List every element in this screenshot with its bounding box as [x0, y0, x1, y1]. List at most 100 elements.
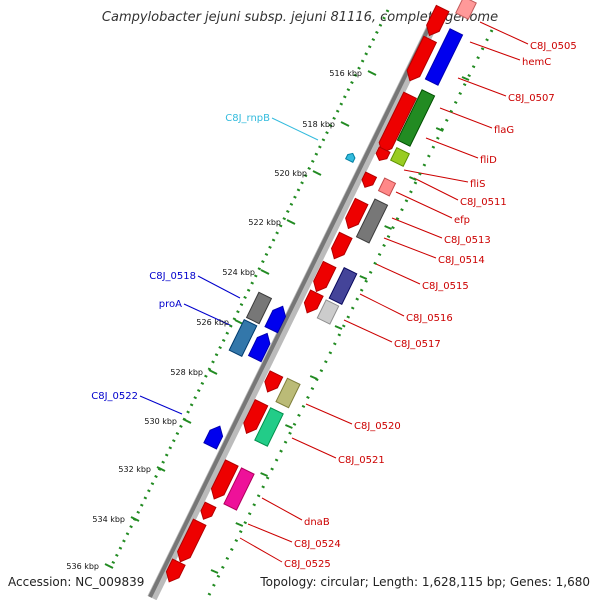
cds-glyph [330, 231, 353, 260]
cog-glyph-blue [424, 28, 464, 86]
label-connector [391, 217, 443, 239]
label-connector [139, 395, 183, 415]
gene-label: C8J_0513 [444, 235, 491, 246]
tick-mark [234, 319, 244, 325]
tick-mark [130, 516, 140, 522]
cds-glyph [165, 558, 186, 583]
gene-label: C8J_0522 [91, 391, 138, 402]
label-connector [183, 303, 233, 327]
backbone-shadow [147, 11, 443, 600]
label-connector [403, 169, 469, 183]
cds-glyph [210, 459, 239, 500]
tick-group: 516 kbp 518 kbp 520 kbp 522 kbp 524 kbp 526 k… [66, 69, 470, 574]
cog-glyph [228, 318, 258, 358]
gene-label: C8J_0511 [460, 197, 507, 208]
inner-tick-mark [210, 569, 219, 574]
tick-mark [104, 563, 114, 569]
gene-label: flaG [494, 125, 514, 136]
cds-glyph [177, 518, 207, 563]
tick-label: 522 kbp [248, 218, 281, 227]
label-connector [457, 77, 507, 97]
cds-glyph [345, 197, 369, 230]
inner-tick-mark [461, 76, 470, 81]
cds-glyph [243, 398, 269, 434]
gene-label: C8J_0521 [338, 455, 385, 466]
accession-label: Accession: NC_009839 [8, 575, 145, 589]
label-connector [305, 403, 353, 425]
cog-glyph [377, 177, 397, 197]
cds-glyph-blue [247, 332, 271, 363]
gene-label: C8J_0505 [530, 41, 577, 52]
cog-glyph [275, 377, 301, 409]
label-connector [439, 107, 493, 129]
inner-tick-mark [235, 522, 244, 527]
inner-tick-mark [384, 225, 392, 230]
gene-label: fliS [470, 179, 485, 190]
gene-label: C8J_0507 [508, 93, 555, 104]
tick-label: 524 kbp [222, 268, 255, 277]
left-label-group: C8J_rnpB C8J_0518 proA C8J_0522 [91, 113, 319, 415]
cds-glyph-blue [264, 305, 287, 334]
cds-glyph [313, 260, 337, 293]
label-connector [239, 537, 283, 563]
cog-glyph [328, 266, 358, 306]
tick-label: 520 kbp [274, 169, 307, 178]
gene-label: C8J_0524 [294, 539, 341, 550]
tick-label: 534 kbp [92, 515, 125, 524]
gene-label: C8J_0517 [394, 339, 441, 350]
cds-glyph [200, 501, 217, 520]
cog-glyph [254, 407, 284, 447]
gene-label: dnaB [304, 517, 330, 528]
cog-glyph [223, 467, 255, 511]
label-connector [425, 137, 479, 159]
tick-mark [182, 418, 192, 424]
right-label-group: C8J_0505 hemC C8J_0507 flaG fliD fliS C8J_0511… [239, 21, 577, 570]
cds-glyph-blue [203, 425, 224, 450]
label-connector [247, 523, 293, 543]
tick-label: 528 kbp [170, 368, 203, 377]
inner-tick-mark [285, 424, 293, 429]
tick-mark [367, 70, 377, 76]
tick-label: 518 kbp [302, 120, 335, 129]
gene-label: fliD [480, 155, 497, 166]
label-connector [375, 263, 421, 285]
tick-label: 526 kbp [196, 318, 229, 327]
inner-tick-mark [260, 472, 268, 477]
gene-label: efp [454, 215, 470, 226]
label-connector [469, 41, 521, 61]
cog-glyph [455, 0, 477, 20]
gene-label: C8J_0514 [438, 255, 485, 266]
gene-label: proA [159, 299, 182, 310]
inner-tick-mark [435, 127, 444, 132]
tick-label: 516 kbp [329, 69, 362, 78]
gene-label: C8J_0525 [284, 559, 331, 570]
tick-mark [208, 369, 218, 375]
gene-label: C8J_0520 [354, 421, 401, 432]
inner-tick-mark [334, 325, 343, 330]
tick-label: 532 kbp [118, 465, 151, 474]
tick-mark [286, 219, 296, 225]
tick-label: 536 kbp [66, 562, 99, 571]
rna-glyph [344, 152, 356, 164]
label-connector [383, 237, 437, 259]
feature-group [165, 0, 477, 583]
cog-glyph [316, 299, 340, 325]
label-connector [343, 319, 393, 343]
cog-glyph [389, 146, 411, 168]
label-connector [479, 21, 529, 45]
gene-label: hemC [522, 57, 551, 68]
gene-label: C8J_0516 [406, 313, 453, 324]
label-connector [359, 293, 405, 317]
cds-glyph [426, 4, 450, 37]
label-connector [197, 275, 241, 299]
tick-label: 530 kbp [144, 417, 177, 426]
cds-glyph [406, 35, 438, 82]
label-connector [413, 177, 459, 201]
cds-glyph [303, 289, 324, 314]
label-connector [261, 497, 303, 521]
label-connector [291, 437, 337, 459]
tick-mark [312, 170, 322, 176]
gene-label: C8J_0518 [149, 271, 196, 282]
map-title: Campylobacter jejuni subsp. jejuni 81116… [101, 10, 499, 25]
